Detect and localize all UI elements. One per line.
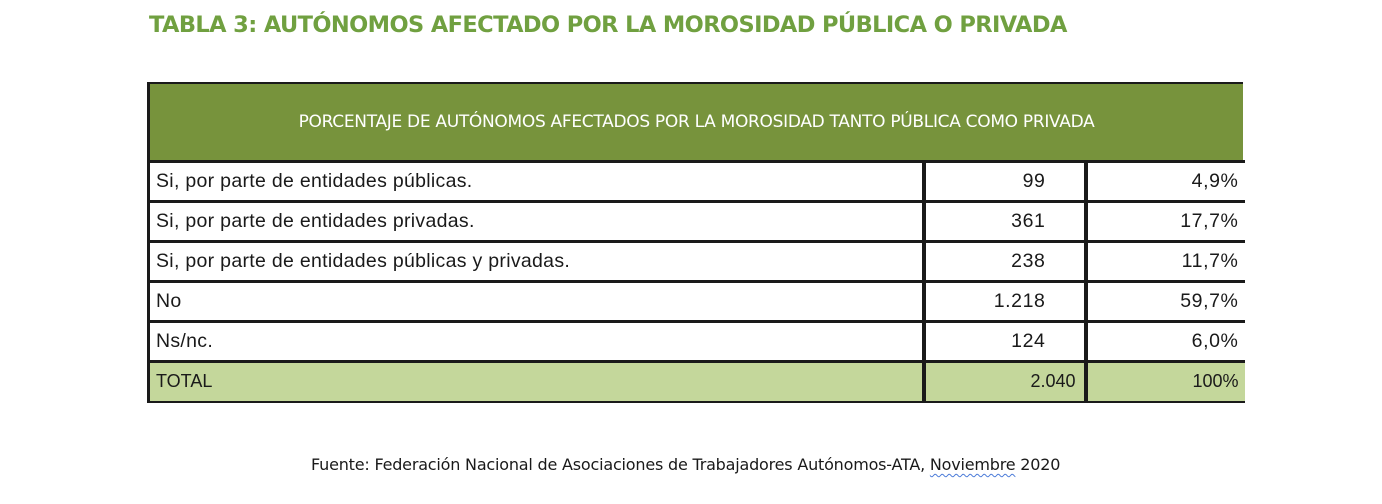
- table-body: Si, por parte de entidades públicas. 99 …: [147, 160, 1245, 403]
- row-label: Si, por parte de entidades públicas y pr…: [147, 241, 926, 283]
- total-row: TOTAL 2.040 100%: [147, 361, 1245, 403]
- table-row: Si, por parte de entidades públicas. 99 …: [147, 160, 1245, 203]
- source-month: Noviembre: [929, 455, 1016, 474]
- data-table: PORCENTAJE DE AUTÓNOMOS AFECTADOS POR LA…: [147, 82, 1245, 403]
- table-header: PORCENTAJE DE AUTÓNOMOS AFECTADOS POR LA…: [147, 82, 1243, 160]
- source-prefix: Fuente: Federación Nacional de Asociacio…: [311, 455, 930, 474]
- row-count: 1.218: [923, 281, 1088, 323]
- row-count: 99: [923, 160, 1088, 203]
- row-label: Si, por parte de entidades privadas.: [147, 201, 926, 243]
- row-label: No: [147, 281, 926, 323]
- row-label: Ns/nc.: [147, 321, 926, 363]
- total-count: 2.040: [923, 361, 1088, 403]
- table-row: Ns/nc. 124 6,0%: [147, 321, 1245, 363]
- row-count: 361: [923, 201, 1088, 243]
- row-percent: 4,9%: [1085, 160, 1245, 203]
- row-percent: 11,7%: [1085, 241, 1245, 283]
- source-note: Fuente: Federación Nacional de Asociacio…: [311, 455, 1060, 474]
- table-row: Si, por parte de entidades privadas. 361…: [147, 201, 1245, 243]
- row-percent: 6,0%: [1085, 321, 1245, 363]
- table-row: Si, por parte de entidades públicas y pr…: [147, 241, 1245, 283]
- table-row: No 1.218 59,7%: [147, 281, 1245, 323]
- total-percent: 100%: [1085, 361, 1245, 403]
- table-header-text: PORCENTAJE DE AUTÓNOMOS AFECTADOS POR LA…: [298, 112, 1095, 132]
- row-label: Si, por parte de entidades públicas.: [147, 160, 926, 203]
- row-count: 238: [923, 241, 1088, 283]
- source-year: 2020: [1015, 455, 1061, 474]
- row-count: 124: [923, 321, 1088, 363]
- row-percent: 59,7%: [1085, 281, 1245, 323]
- document-title: TABLA 3: AUTÓNOMOS AFECTADO POR LA MOROS…: [149, 12, 1067, 38]
- row-percent: 17,7%: [1085, 201, 1245, 243]
- total-label: TOTAL: [147, 361, 926, 403]
